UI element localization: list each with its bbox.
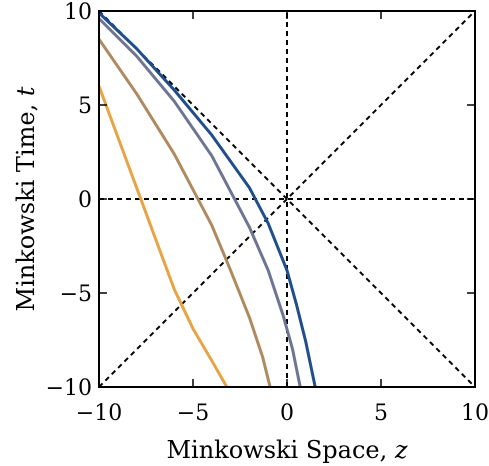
x-axis-title-text: Minkowski Space, (166, 436, 394, 464)
series-line-2 (99, 17, 302, 387)
x-tick-label: −5 (177, 401, 209, 426)
x-tick-label: 5 (374, 401, 388, 426)
reference-lines (99, 11, 475, 387)
x-tick-label: −10 (76, 401, 122, 426)
reference-line-4 (99, 11, 475, 387)
y-axis-title-text: Minkowski Time, (12, 96, 40, 311)
x-axis-title-var: z (394, 436, 408, 464)
y-tick-label: 5 (78, 94, 92, 119)
x-tick-label: 0 (280, 401, 294, 426)
y-axis-title: Minkowski Time, t (12, 86, 40, 311)
series-line-1 (99, 11, 317, 387)
y-axis-title-var: t (12, 86, 40, 96)
y-tick-label: 10 (64, 0, 92, 25)
x-tick-label: 10 (461, 401, 489, 426)
ticks: −10 −5 0 5 10 −10 −5 0 5 10 (46, 0, 489, 426)
x-axis-title: Minkowski Space, z (166, 436, 407, 464)
y-tick-label: −10 (46, 376, 92, 401)
series-line-3 (99, 38, 272, 387)
y-tick-label: 0 (78, 188, 92, 213)
series-group (99, 11, 317, 387)
y-tick-label: −5 (60, 282, 92, 307)
series-line-4 (99, 85, 229, 387)
